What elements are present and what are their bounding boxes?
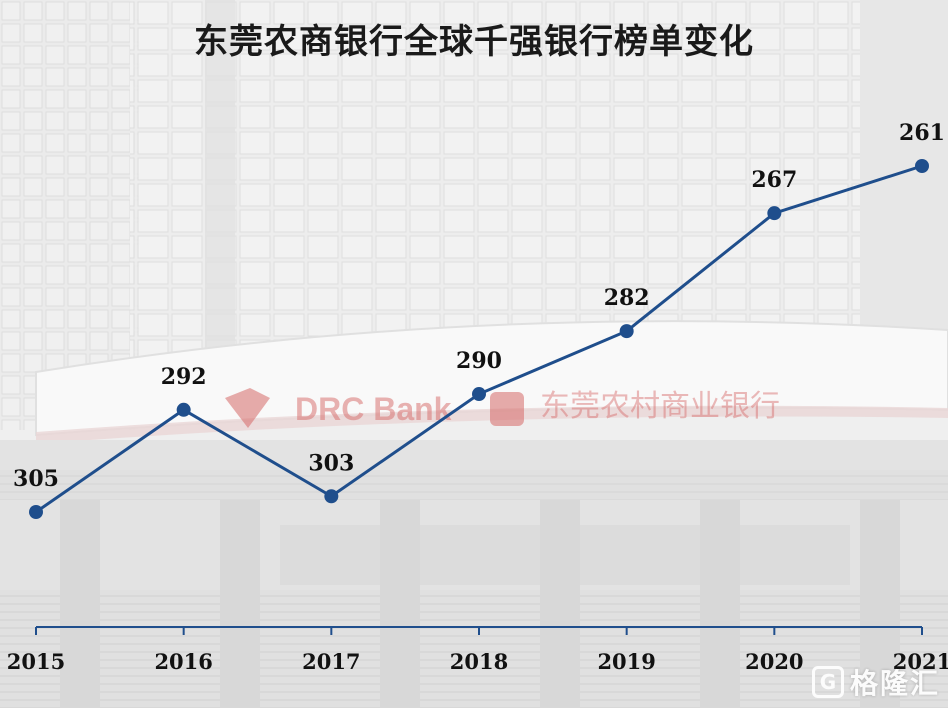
data-markers bbox=[29, 159, 929, 519]
data-point-marker bbox=[324, 489, 339, 504]
data-labels: 305 292 303 290 282 267 261 bbox=[13, 120, 945, 492]
drc-bank-logo bbox=[225, 388, 524, 428]
x-axis-tick-label: 2019 bbox=[597, 649, 655, 674]
g-logo-icon: G bbox=[811, 666, 844, 698]
data-label: 290 bbox=[456, 348, 502, 374]
watermark: G 格隆汇 bbox=[811, 662, 940, 702]
sign-chinese-text: 东莞农村商业银行 bbox=[540, 389, 780, 424]
data-point-marker bbox=[767, 206, 782, 221]
data-point-marker bbox=[472, 387, 486, 402]
x-axis-ticks bbox=[35, 627, 923, 635]
x-axis-tick-label: 2015 bbox=[7, 649, 65, 674]
x-axis-tick-label: 2020 bbox=[745, 649, 803, 674]
x-axis-tick-label: 2017 bbox=[302, 649, 360, 674]
data-label: 305 bbox=[13, 466, 59, 492]
x-axis-tick-labels: 2015 2016 2017 2018 2019 2020 2021 bbox=[7, 649, 948, 674]
x-axis-tick-label: 2021 bbox=[893, 649, 948, 674]
data-label: 303 bbox=[308, 450, 354, 476]
data-label: 282 bbox=[604, 285, 650, 311]
sign-english-text: DRC Bank bbox=[295, 391, 452, 427]
data-point-marker bbox=[176, 402, 191, 417]
watermark-text: 格隆汇 bbox=[849, 667, 940, 700]
data-label: 267 bbox=[751, 167, 797, 193]
x-axis-tick-label: 2016 bbox=[154, 649, 212, 674]
data-point-marker bbox=[915, 159, 929, 173]
x-axis-tick-label: 2018 bbox=[450, 649, 508, 674]
series-line bbox=[35, 164, 923, 514]
data-point-marker bbox=[619, 324, 634, 339]
chart-title: 东莞农商银行全球千强银行榜单变化 bbox=[194, 22, 754, 62]
data-label: 292 bbox=[161, 364, 207, 390]
data-label: 261 bbox=[899, 120, 945, 146]
data-point-marker bbox=[29, 505, 43, 519]
